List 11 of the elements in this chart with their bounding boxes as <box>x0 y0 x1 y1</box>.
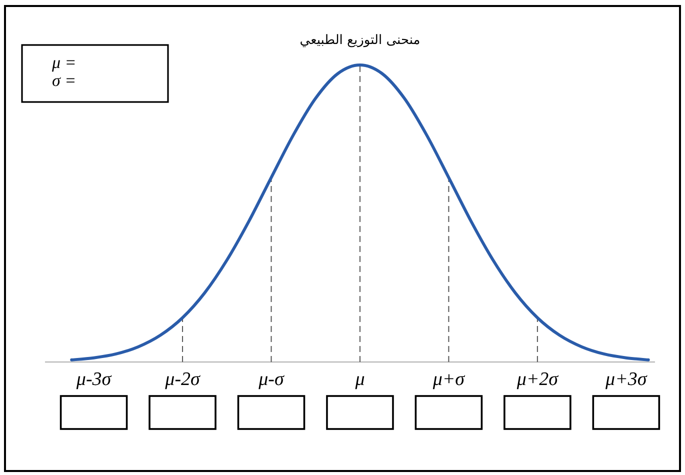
annotation: σ = <box>52 71 76 90</box>
x-tick-label: μ+σ <box>432 369 466 390</box>
x-tick-label: μ+2σ <box>516 369 559 390</box>
x-tick-label: μ <box>354 369 365 390</box>
annotation: μ = <box>51 53 76 72</box>
x-tick-label: μ-σ <box>258 369 284 390</box>
chart-title: منحنى التوزيع الطبيعي <box>300 33 420 48</box>
x-tick-label: μ+3σ <box>604 369 648 390</box>
annotation-box: μ = σ = <box>21 44 169 103</box>
x-tick-label: μ-3σ <box>75 369 112 390</box>
x-tick-label: μ-2σ <box>164 369 201 390</box>
